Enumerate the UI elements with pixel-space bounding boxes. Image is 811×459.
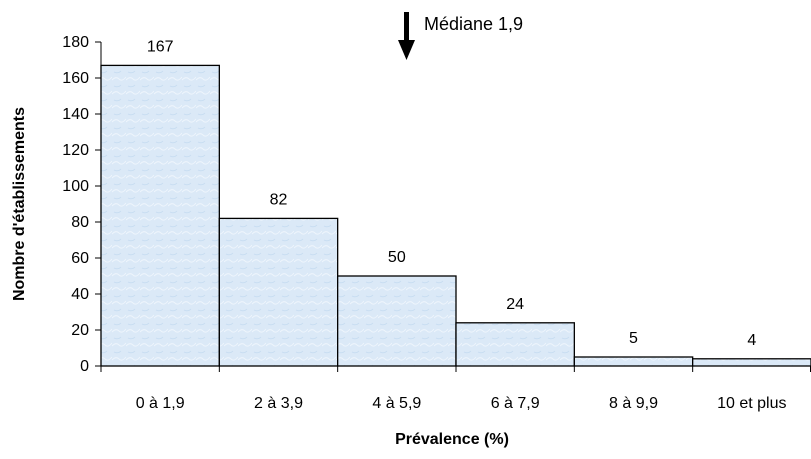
y-tick-label: 40 — [71, 286, 89, 303]
y-tick-label: 100 — [62, 178, 89, 195]
median-annotation: Médiane 1,9 — [398, 12, 523, 60]
x-tick-label: 4 à 5,9 — [372, 395, 421, 412]
y-tick-label: 120 — [62, 142, 89, 159]
data-label: 50 — [388, 249, 406, 266]
bars-group — [100, 64, 811, 367]
y-tick-label: 160 — [62, 70, 89, 87]
x-ticks-group: 0 à 1,9 2 à 3,9 4 à 5,9 6 à 7,9 8 à 9,9 10 et… — [100, 366, 811, 412]
y-tick-label: 180 — [62, 34, 89, 51]
y-tick-label: 60 — [71, 250, 89, 267]
data-label: 24 — [506, 296, 524, 313]
bar — [573, 356, 694, 367]
x-tick-label: 10 et plus — [717, 395, 786, 412]
bar — [337, 275, 457, 367]
y-ticks-group: 0 20 40 60 80 100 120 140 160 180 — [62, 34, 101, 375]
data-label: 5 — [629, 330, 638, 347]
data-label: 4 — [747, 332, 756, 349]
median-label: Médiane 1,9 — [424, 14, 523, 34]
data-labels-group: 167 82 50 24 5 4 — [147, 38, 757, 348]
bar — [455, 322, 575, 367]
y-tick-label: 80 — [71, 214, 89, 231]
x-tick-label: 6 à 7,9 — [491, 395, 540, 412]
data-label: 167 — [147, 38, 174, 55]
bar — [692, 358, 811, 367]
x-tick-label: 2 à 3,9 — [254, 395, 303, 412]
y-tick-label: 20 — [71, 322, 89, 339]
down-arrow-icon — [398, 12, 415, 60]
bar — [100, 64, 220, 367]
data-label: 82 — [270, 191, 288, 208]
y-tick-label: 140 — [62, 106, 89, 123]
bar — [218, 217, 339, 367]
x-tick-label: 0 à 1,9 — [136, 395, 185, 412]
x-tick-label: 8 à 9,9 — [609, 395, 658, 412]
y-tick-label: 0 — [80, 358, 89, 375]
x-axis-title: Prévalence (%) — [395, 431, 509, 448]
y-axis-title: Nombre d'établissements — [11, 107, 28, 301]
